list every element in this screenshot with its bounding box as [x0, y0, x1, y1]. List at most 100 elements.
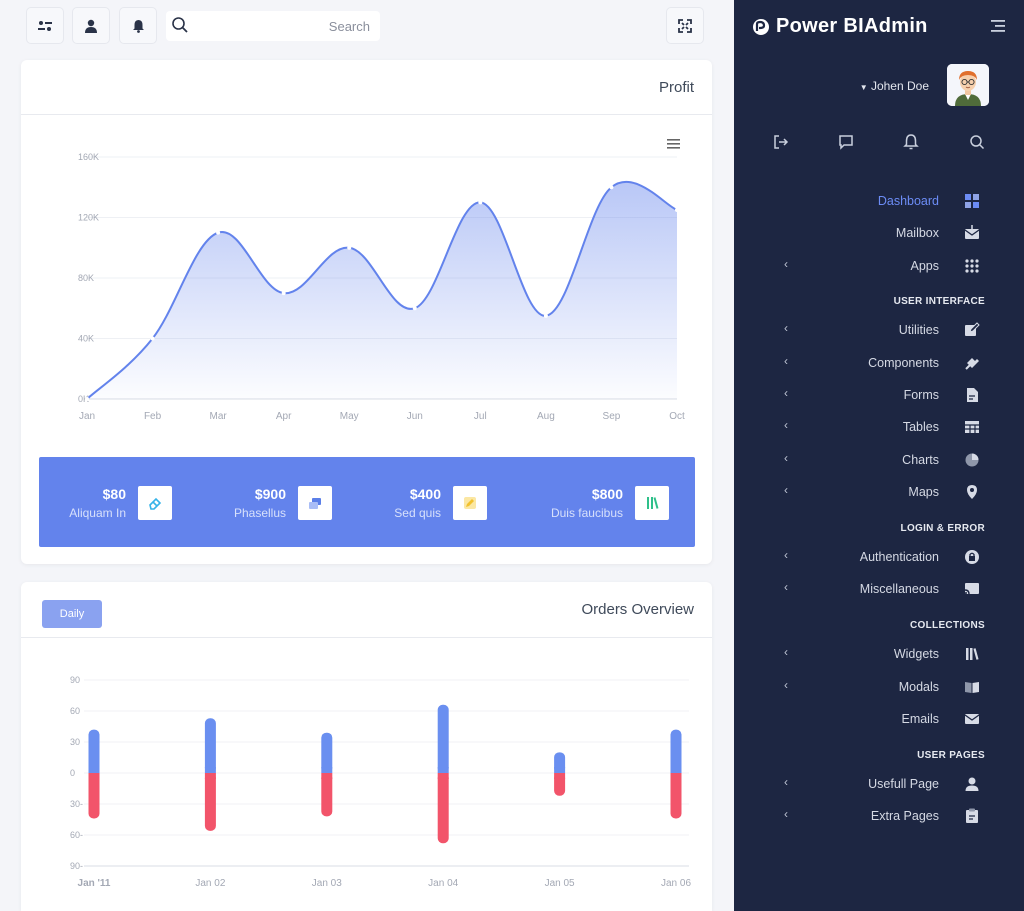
sidebar-item-label: Usefull Page — [868, 777, 939, 791]
sidebar-item-extra-pages[interactable]: ‹ Extra Pages — [734, 806, 1024, 826]
sidebar-item-label: Tables — [902, 420, 939, 434]
data-point[interactable] — [216, 230, 221, 235]
data-point[interactable] — [478, 200, 483, 205]
search-icon[interactable] — [968, 133, 986, 151]
series-line — [86, 180, 678, 400]
sidebar-item-components[interactable]: ‹ Components — [734, 353, 1024, 373]
sliders-button[interactable] — [26, 7, 64, 44]
data-point[interactable] — [543, 313, 548, 318]
stat-phasellus: $900 Phasellus — [39, 486, 332, 520]
sidebar-item-label: Components — [868, 356, 939, 370]
bar-positive[interactable] — [88, 729, 100, 773]
table-icon — [965, 421, 979, 433]
orders-card-title: Orders Overview — [581, 601, 694, 618]
stat-aliquam: $80 Aliquam In — [39, 486, 172, 520]
sidebar-item-label: Utilities — [898, 323, 939, 337]
brand[interactable]: Power BIAdmin — [752, 15, 928, 38]
sidebar-item-tables[interactable]: ‹ Tables — [734, 417, 1024, 437]
data-point[interactable] — [347, 245, 352, 250]
books-icon — [966, 648, 979, 660]
card-divider — [21, 114, 712, 115]
layers-icon — [309, 498, 321, 509]
x-tick-label: May — [340, 411, 359, 422]
chevron-left-icon: ‹ — [784, 775, 788, 789]
user-dropdown[interactable]: ▼ Johen Doe — [860, 79, 929, 93]
bar-positive[interactable] — [321, 732, 333, 773]
nav-section-heading: USER PAGES — [917, 750, 985, 761]
sidebar-item-label: Apps — [910, 259, 940, 273]
sidebar-item-mailbox[interactable]: Mailbox — [734, 223, 1024, 243]
bar-negative-base — [204, 773, 216, 779]
sidebar-item-widgets[interactable]: ‹ Widgets — [734, 644, 1024, 664]
bar-positive[interactable] — [204, 718, 216, 773]
data-point[interactable] — [675, 207, 679, 212]
bar-negative-base — [321, 773, 333, 779]
sidebar-item-label: Widgets — [893, 647, 939, 661]
sidebar-item-usefull-page[interactable]: ‹ Usefull Page — [734, 774, 1024, 794]
daily-button[interactable]: Daily — [42, 600, 102, 628]
bar-negative[interactable] — [204, 773, 216, 831]
fullscreen-button[interactable] — [666, 7, 704, 44]
profit-stats-band: $80 Aliquam In $900 Phasellus $400 Sed q… — [39, 457, 695, 547]
profit-card-title: Profit — [658, 79, 694, 96]
user-button[interactable] — [72, 7, 110, 44]
search-input[interactable]: Search — [166, 11, 380, 41]
x-tick-label: Oct — [669, 411, 685, 422]
chevron-left-icon: ‹ — [784, 807, 788, 821]
stat-label: Aliquam In — [69, 506, 126, 520]
sidebar-item-modals[interactable]: ‹ Modals — [734, 677, 1024, 697]
cast-icon — [964, 583, 979, 595]
chevron-left-icon: ‹ — [784, 645, 788, 659]
sidebar-item-miscellaneous[interactable]: ‹ Miscellaneous — [734, 579, 1024, 599]
sidebar-item-emails[interactable]: Emails — [734, 709, 1024, 729]
data-point[interactable] — [609, 185, 614, 190]
y-tick-label: 60- — [70, 830, 83, 840]
logo-icon — [753, 18, 769, 35]
card-divider — [21, 637, 712, 638]
x-tick-label: Jun — [407, 411, 423, 422]
logout-icon[interactable] — [772, 133, 790, 151]
sidebar-item-apps[interactable]: ‹ Apps — [734, 256, 1024, 276]
y-tick-label: 0K — [78, 394, 89, 404]
chat-icon[interactable] — [837, 133, 855, 151]
bell-icon[interactable] — [902, 133, 920, 151]
notifications-button[interactable] — [119, 7, 157, 44]
bar-negative[interactable] — [321, 773, 333, 817]
x-tick-label: Aug — [537, 411, 555, 422]
orders-overview-card: Daily Orders Overview 90 60 30 0 30- 60- 90- Ja… — [21, 582, 712, 911]
y-tick-label: 30- — [70, 799, 83, 809]
sidebar-item-maps[interactable]: ‹ Maps — [734, 482, 1024, 502]
y-tick-label: 120K — [78, 213, 99, 223]
collapse-menu-icon[interactable] — [990, 18, 1006, 34]
sidebar-item-label: Mailbox — [895, 226, 939, 240]
apps-grid-icon — [965, 259, 979, 273]
sidebar-item-charts[interactable]: ‹ Charts — [734, 450, 1024, 470]
map-pin-icon — [967, 485, 977, 499]
sidebar-item-utilities[interactable]: ‹ Utilities — [734, 320, 1024, 340]
sidebar-item-dashboard[interactable]: Dashboard — [734, 191, 1024, 211]
hamburger-menu-icon[interactable] — [666, 137, 682, 151]
bar-negative[interactable] — [670, 773, 682, 819]
sidebar-item-forms[interactable]: ‹ Forms — [734, 385, 1024, 405]
data-point[interactable] — [281, 291, 286, 296]
bar-positive[interactable] — [437, 704, 449, 773]
x-tick-label: Jan '11 — [78, 878, 111, 889]
data-point[interactable] — [412, 306, 417, 311]
email-icon — [964, 714, 980, 724]
bar-negative-base — [670, 773, 682, 779]
user-icon — [85, 19, 97, 33]
sidebar-item-label: Forms — [903, 388, 939, 402]
chevron-left-icon: ‹ — [784, 483, 788, 497]
search-placeholder: Search — [328, 19, 370, 34]
data-point[interactable] — [85, 397, 89, 401]
bar-positive[interactable] — [670, 729, 682, 773]
avatar[interactable] — [947, 64, 989, 106]
bar-negative-base — [88, 773, 100, 779]
bell-icon — [132, 19, 144, 33]
sidebar-item-authentication[interactable]: ‹ Authentication — [734, 547, 1024, 567]
nav-section-heading: USER INTERFACE — [893, 296, 985, 307]
data-point[interactable] — [150, 336, 155, 341]
bar-negative[interactable] — [88, 773, 100, 819]
bar-negative[interactable] — [437, 773, 449, 844]
chevron-left-icon: ‹ — [784, 678, 788, 692]
